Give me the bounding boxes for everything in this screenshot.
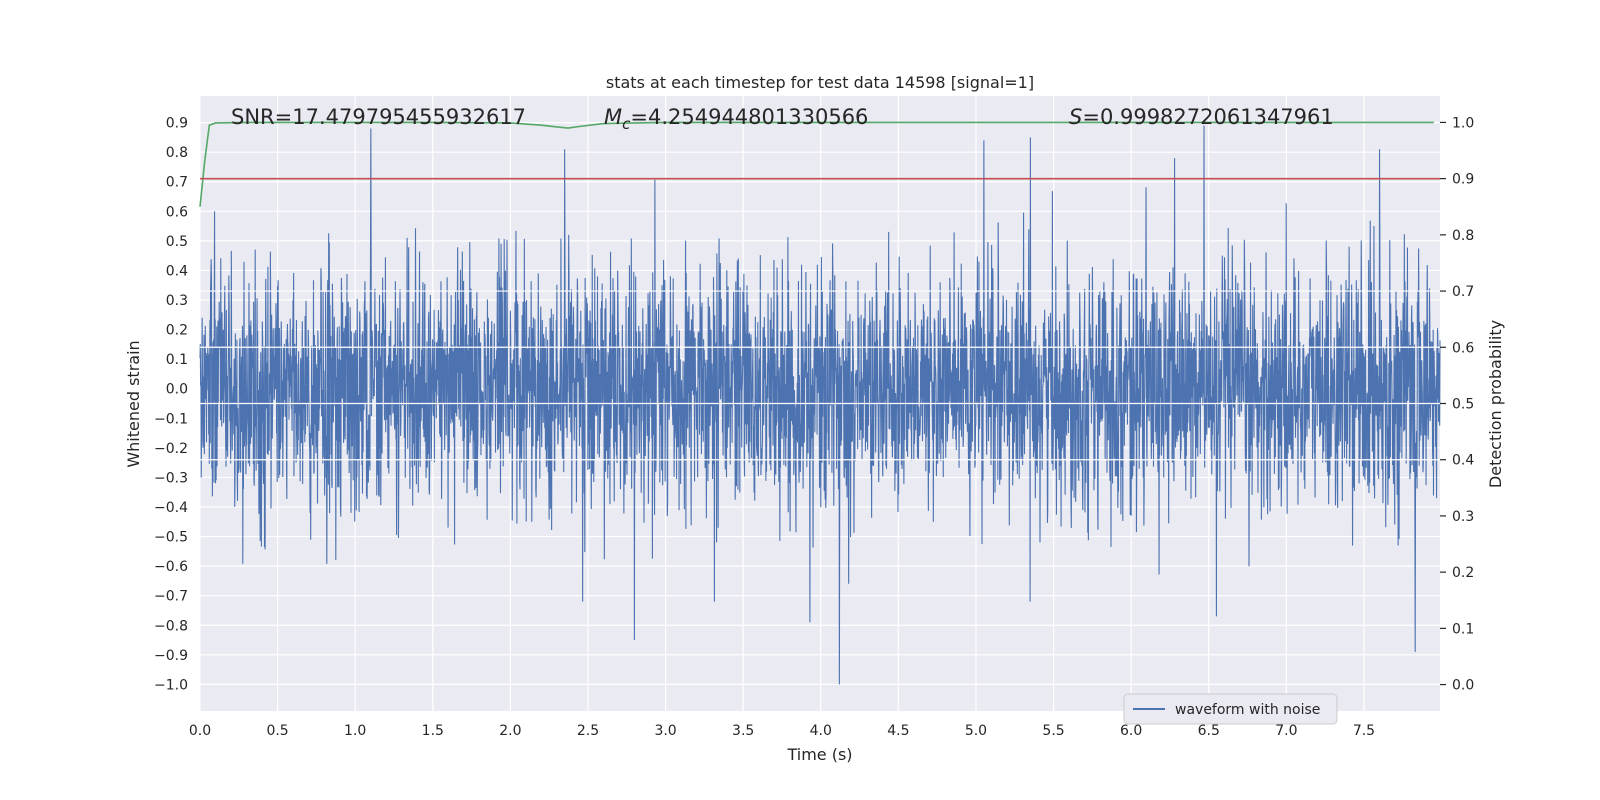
x-axis-ticks: 0.0 0.5 1.0 1.5 2.0 2.5 3.0 3.5 4.0 4.5 5.0 5.5 6.0 6… xyxy=(189,723,1375,739)
x-tick-label: 7.0 xyxy=(1275,723,1297,739)
x-tick-label: 1.5 xyxy=(422,723,444,739)
y-right-tick-label: 0.3 xyxy=(1452,509,1474,525)
chirp-mass-annotation: Mc=4.254944801330566 xyxy=(604,105,868,133)
legend-box xyxy=(1123,693,1338,725)
x-tick-label: 4.0 xyxy=(810,723,832,739)
y-left-tick-label: 0.4 xyxy=(166,263,188,279)
y-right-tick-label: 0.6 xyxy=(1452,340,1474,356)
x-tick-label: 6.5 xyxy=(1198,723,1220,739)
x-tick-label: 3.0 xyxy=(654,723,676,739)
x-tick-label: 0.0 xyxy=(189,723,211,739)
y-right-tick-label: 0.0 xyxy=(1452,678,1474,694)
y-left-tick-label: −0.9 xyxy=(154,648,188,664)
x-axis-label: Time (s) xyxy=(786,745,852,764)
x-tick-label: 6.0 xyxy=(1120,723,1142,739)
y-left-tick-label: −0.4 xyxy=(154,500,188,516)
y-left-tick-label: 0.7 xyxy=(166,175,188,191)
y-left-tick-label: 0.8 xyxy=(166,145,188,161)
y-left-tick-label: −0.5 xyxy=(154,530,188,546)
waveform-series xyxy=(199,125,1441,685)
x-tick-label: 5.5 xyxy=(1042,723,1064,739)
y-right-tick-label: 0.1 xyxy=(1452,621,1474,637)
overlay-gridlines xyxy=(200,290,1440,461)
snr-annotation: SNR=17.479795455932617 xyxy=(231,105,526,129)
x-tick-label: 4.5 xyxy=(887,723,909,739)
x-tick-label: 0.5 xyxy=(266,723,288,739)
y-left-tick-label: −0.2 xyxy=(154,441,188,457)
y-left-tick-label: −0.3 xyxy=(154,470,188,486)
line-series xyxy=(199,121,1440,207)
x-tick-label: 7.5 xyxy=(1353,723,1375,739)
chart-title: stats at each timestep for test data 145… xyxy=(606,73,1034,92)
y-right-tick-label: 0.5 xyxy=(1452,397,1474,413)
y-left-tick-label: 0.6 xyxy=(166,204,188,220)
x-tick-label: 2.5 xyxy=(577,723,599,739)
probability-line xyxy=(199,121,1434,207)
y-right-tick-label: 0.4 xyxy=(1452,453,1474,469)
y-right-tick-label: 0.9 xyxy=(1452,172,1474,188)
y-left-tick-label: 0.2 xyxy=(166,323,188,339)
x-tick-label: 1.0 xyxy=(344,723,366,739)
y-right-axis-ticks: 1.0 0.9 0.8 0.7 0.6 0.5 0.4 0.3 0.2 0.1 0.0 xyxy=(1440,115,1474,694)
x-tick-label: 5.0 xyxy=(965,723,987,739)
y-right-tick-label: 0.2 xyxy=(1452,565,1474,581)
y-left-tick-label: −1.0 xyxy=(154,677,188,693)
y-right-axis-label: Detection probability xyxy=(1486,320,1505,488)
y-left-axis-ticks: 0.9 0.8 0.7 0.6 0.5 0.4 0.3 0.2 0.1 0.0 −0.1 −0.2 −0… xyxy=(154,116,188,694)
x-tick-label: 3.5 xyxy=(732,723,754,739)
y-left-tick-label: −0.1 xyxy=(154,411,188,427)
y-left-axis-label: Whitened strain xyxy=(124,340,143,467)
score-annotation: S=0.9998272061347961 xyxy=(1069,105,1334,129)
x-tick-label: 2.0 xyxy=(499,723,521,739)
annotations: SNR=17.479795455932617 Mc=4.254944801330… xyxy=(231,105,1334,133)
y-left-tick-label: 0.1 xyxy=(166,352,188,368)
y-left-tick-label: 0.9 xyxy=(166,116,188,132)
y-left-tick-label: −0.7 xyxy=(154,589,188,605)
legend-label: waveform with noise xyxy=(1175,702,1320,718)
y-left-tick-label: 0.0 xyxy=(166,382,188,398)
y-left-tick-label: −0.6 xyxy=(154,559,188,575)
waveform-line xyxy=(199,125,1441,685)
legend[interactable]: waveform with noise xyxy=(1123,693,1338,725)
y-right-tick-label: 0.7 xyxy=(1452,284,1474,300)
y-right-tick-label: 1.0 xyxy=(1452,115,1474,131)
y-left-tick-label: 0.5 xyxy=(166,234,188,250)
y-right-tick-label: 0.8 xyxy=(1452,228,1474,244)
y-left-tick-label: 0.3 xyxy=(166,293,188,309)
y-left-tick-label: −0.8 xyxy=(154,618,188,634)
